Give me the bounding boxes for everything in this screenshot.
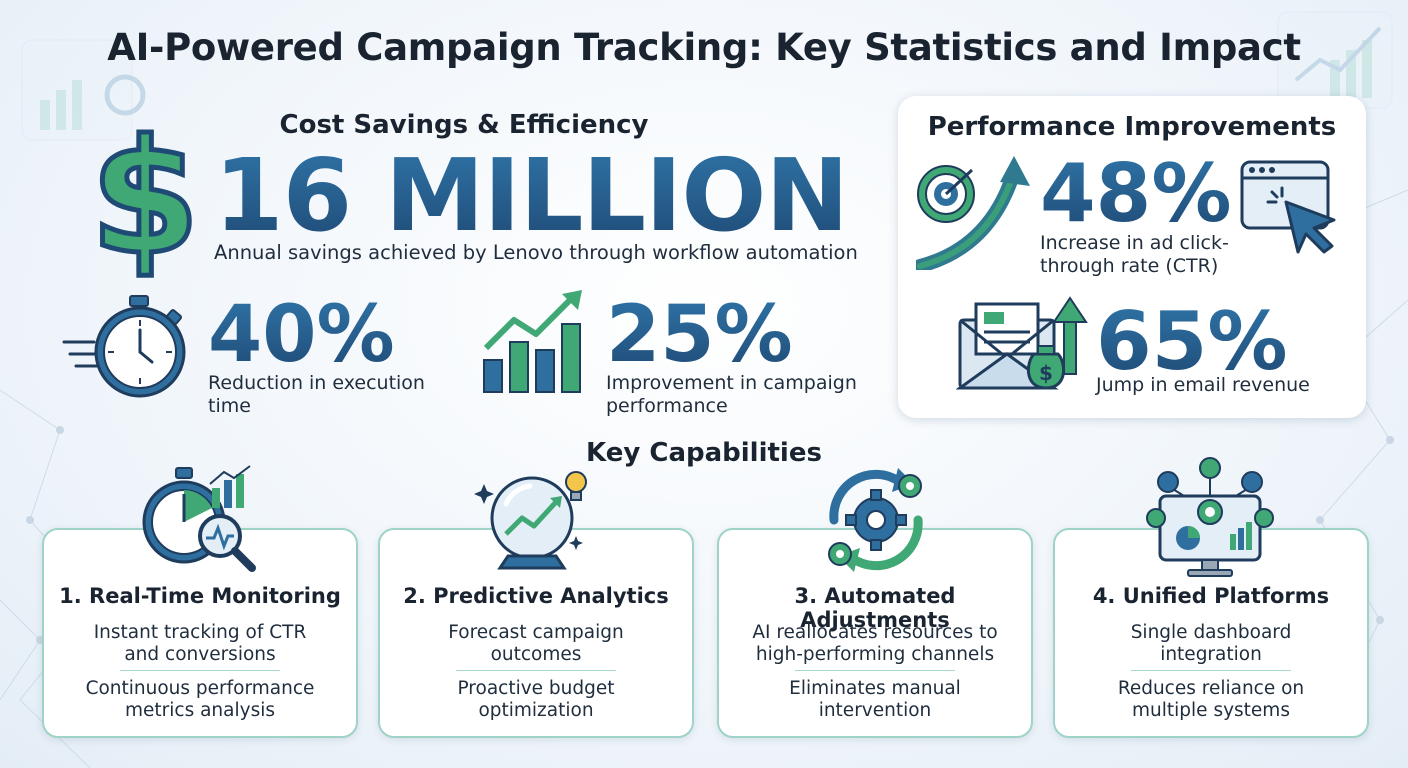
dollar-sign-icon: $ [88, 106, 203, 290]
capability-point: Instant tracking of CTR and conversions [93, 622, 307, 665]
capability-divider [120, 670, 280, 671]
capability-card-predictive-analytics: 2. Predictive Analytics Forecast campaig… [378, 528, 694, 738]
stat-execution-desc: Reduction in execution time [208, 372, 425, 417]
performance-heading: Performance Improvements [927, 112, 1337, 142]
stat-ctr-value: 48% [1040, 147, 1232, 240]
capability-divider [795, 670, 955, 671]
capability-point: Reduces reliance on multiple systems [1117, 678, 1305, 721]
dashboard-monitor-icon [1146, 457, 1274, 577]
capability-card-real-time-monitoring: 1. Real-Time Monitoring Instant tracking… [42, 528, 358, 738]
stat-campaign-value: 25% [606, 290, 793, 380]
capability-point: Continuous performance metrics analysis [85, 678, 315, 721]
stopwatch-icon [62, 295, 186, 398]
crystal-ball-icon [474, 471, 587, 570]
capability-point: AI reallocates resources to high-performi… [752, 622, 998, 665]
stat-ctr-desc: Increase in ad click-through rate (CTR) [1040, 232, 1229, 277]
cost-section-heading: Cost Savings & Efficiency [279, 110, 649, 140]
cursor-click-icon [1240, 160, 1336, 254]
capability-divider [456, 670, 616, 671]
capability-point: Forecast campaign outcomes [448, 622, 624, 665]
capability-title: 2. Predictive Analytics [403, 584, 669, 608]
capability-point: Eliminates manual intervention [789, 678, 961, 721]
capabilities-heading: Key Capabilities [586, 438, 822, 468]
capability-divider [1131, 670, 1291, 671]
stopwatch-magnifier-icon [142, 465, 256, 572]
target-arrow-icon [916, 156, 1030, 270]
page-title: AI-Powered Campaign Tracking: Key Statis… [107, 26, 1301, 69]
capability-title: 3. Automated Adjustments [794, 584, 956, 632]
stat-campaign-desc: Improvement in campaign performance [606, 372, 857, 417]
capability-title: 1. Real-Time Monitoring [59, 584, 341, 608]
stat-email-desc: Jump in email revenue [1096, 374, 1310, 396]
capability-point: Single dashboard integration [1130, 622, 1292, 665]
stat-email-value: 65% [1096, 295, 1288, 388]
cost-big-value: 16 MILLION [214, 137, 849, 254]
stat-execution-value: 40% [208, 290, 395, 380]
bar-chart-growth-icon [483, 290, 582, 393]
gears-cycle-icon [828, 468, 923, 572]
cost-big-desc: Annual savings achieved by Lenovo throug… [214, 241, 858, 264]
svg-text:$: $ [1039, 361, 1053, 385]
email-money-icon: $ [956, 296, 1088, 390]
capability-title: 4. Unified Platforms [1092, 584, 1330, 608]
capability-point: Proactive budget optimization [457, 678, 615, 721]
